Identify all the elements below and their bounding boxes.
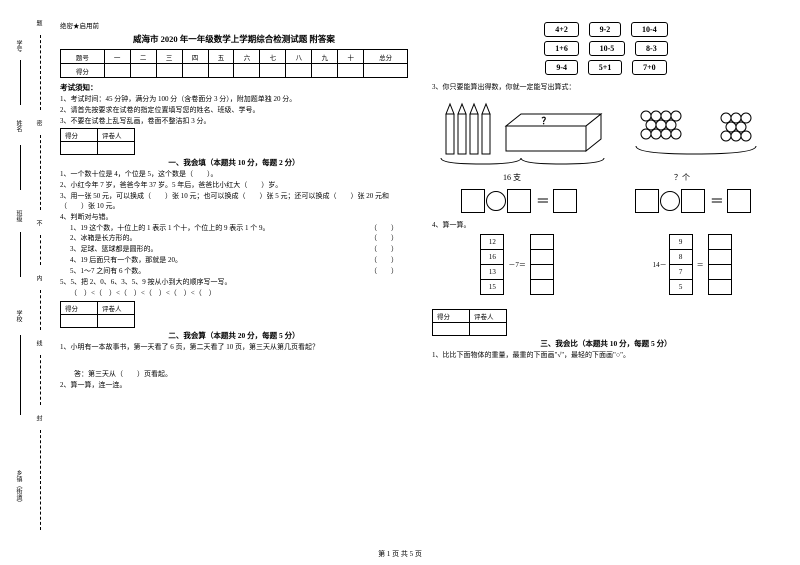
- q1-5a: 5、5、把 2、0、6、3、5、9 按从小到大的顺序写一写。: [60, 278, 408, 287]
- label-xuehao: 学号: [14, 40, 23, 52]
- q1-4-1: 1、19 这个数，十位上的 1 表示 1 个十，个位上的 9 表示 1 个 9。…: [60, 224, 408, 233]
- card: 8-3: [635, 41, 668, 56]
- q2-1-ans: 答：第三天从（ ）页看起。: [60, 370, 408, 379]
- label-xiangzhen: 乡镇（街道）: [14, 470, 23, 506]
- calc-left: 12 16 13 15 －7＝: [480, 235, 554, 295]
- page-content: 绝密★启用前 威海市 2020 年一年级数学上学期综合检测试题 附答案 题号 一…: [60, 20, 780, 540]
- q3-text: 3、你只要能算出得数，你就一定能写出算式：: [432, 83, 780, 92]
- label-xingming: 姓名: [14, 120, 23, 132]
- eq-left: ＝: [460, 189, 578, 213]
- stack-left-out: [530, 235, 554, 295]
- eq-sign: ＝: [697, 260, 704, 270]
- q1-4-5: 5、1～7 之间有 6 个数。（ ）: [60, 267, 408, 276]
- svg-text:？: ？: [541, 116, 550, 126]
- q3-1: 1、比比下面物体的重量，最重的下面画"√"，最轻的下面画"○"。: [432, 351, 780, 360]
- q4-title: 4、算一算。: [432, 221, 780, 230]
- left-column: 绝密★启用前 威海市 2020 年一年级数学上学期综合检测试题 附答案 题号 一…: [60, 20, 408, 540]
- section-2-title: 二、我会算（本题共 20 分，每题 5 分）: [60, 330, 408, 341]
- q1-2: 2、小红今年 7 岁，爸爸今年 37 岁。5 年后，爸爸比小红大（ ）岁。: [60, 181, 408, 190]
- section-1-title: 一、我会填（本题共 10 分，每题 2 分）: [60, 157, 408, 168]
- label-xuexiao: 学校: [14, 310, 23, 322]
- stack-right-out: [708, 235, 732, 295]
- card: 5+1: [588, 60, 623, 75]
- notice-3: 3、不要在试卷上乱写乱画，卷面不整洁扣 3 分。: [60, 117, 408, 126]
- notice-heading: 考试须知：: [60, 82, 408, 93]
- op-left: －7＝: [508, 260, 526, 270]
- stack-right-in: 9 8 7 5: [669, 235, 693, 295]
- score-box-3: 得分评卷人: [432, 309, 507, 336]
- calc-row: 12 16 13 15 －7＝ 14－ 9 8 7 5 ＝: [432, 235, 780, 295]
- right-column: 4+2 9-2 10-4 1+6 10-5 8-3 9-4 5+1 7+0 3、…: [432, 20, 780, 540]
- brace-label-2: ？个: [592, 172, 772, 183]
- card: 10-5: [589, 41, 626, 56]
- q2-2: 2、算一算，连一连。: [60, 381, 408, 390]
- op-right: 14－: [653, 260, 667, 270]
- q1-4-2: 2、冰箱是长方形的。（ ）: [60, 234, 408, 243]
- card: 4+2: [544, 22, 579, 37]
- equation-line: ＝ ＝: [432, 189, 780, 213]
- q1-1: 1、一个数十位是 4，个位是 5，这个数是（ ）。: [60, 170, 408, 179]
- secret-label: 绝密★启用前: [60, 20, 408, 30]
- eq-right: ＝: [634, 189, 752, 213]
- card-row-3: 9-4 5+1 7+0: [432, 58, 780, 77]
- notice-1: 1、考试时间：45 分钟，满分为 100 分（含卷面分 3 分），附加题单独 2…: [60, 95, 408, 104]
- calc-right: 14－ 9 8 7 5 ＝: [651, 235, 732, 295]
- binding-margin: 学号 姓名 班级 学校 乡镇（街道） 题 密 不 内 线 封: [0, 0, 50, 565]
- q1-4: 4、判断对与错。: [60, 213, 408, 222]
- brace-label-1: 16 支: [432, 172, 592, 183]
- pencils-eraser-circles-icon: ？: [436, 96, 776, 166]
- notice-2: 2、请首先按要求在试卷的指定位置填写您的姓名、班级、学号。: [60, 106, 408, 115]
- label-banji: 班级: [14, 210, 23, 222]
- card: 9-2: [589, 22, 622, 37]
- card-row-1: 4+2 9-2 10-4: [432, 20, 780, 39]
- card: 9-4: [545, 60, 578, 75]
- card: 10-4: [631, 22, 668, 37]
- score-table: 题号 一 二 三 四 五 六 七 八 九 十 总分 得分: [60, 49, 408, 78]
- stack-left-in: 12 16 13 15: [480, 235, 504, 295]
- card: 1+6: [544, 41, 579, 56]
- score-box-2: 得分评卷人: [60, 301, 135, 328]
- q2-1: 1、小明有一本故事书，第一天看了 6 页，第二天看了 10 页，第三天从第几页看…: [60, 343, 408, 352]
- q1-4-4: 4、19 后面只有一个数，那就是 20。（ ）: [60, 256, 408, 265]
- q3-figure: ？: [432, 96, 780, 166]
- card: 7+0: [632, 60, 667, 75]
- section-3-title: 三、我会比（本题共 10 分，每题 5 分）: [432, 338, 780, 349]
- score-box-1: 得分评卷人: [60, 128, 135, 155]
- page-footer: 第 1 页 共 5 页: [0, 549, 800, 559]
- exam-title: 威海市 2020 年一年级数学上学期综合检测试题 附答案: [60, 33, 408, 45]
- q1-4-3: 3、足球、篮球都是圆形的。（ ）: [60, 245, 408, 254]
- q1-5b: （ ）<（ ）<（ ）<（ ）<（ ）<（ ）: [60, 289, 408, 298]
- q1-3: 3、用一张 50 元，可以换成（ ）张 10 元；也可以换成（ ）张 5 元；还…: [60, 192, 408, 211]
- card-row-2: 1+6 10-5 8-3: [432, 39, 780, 58]
